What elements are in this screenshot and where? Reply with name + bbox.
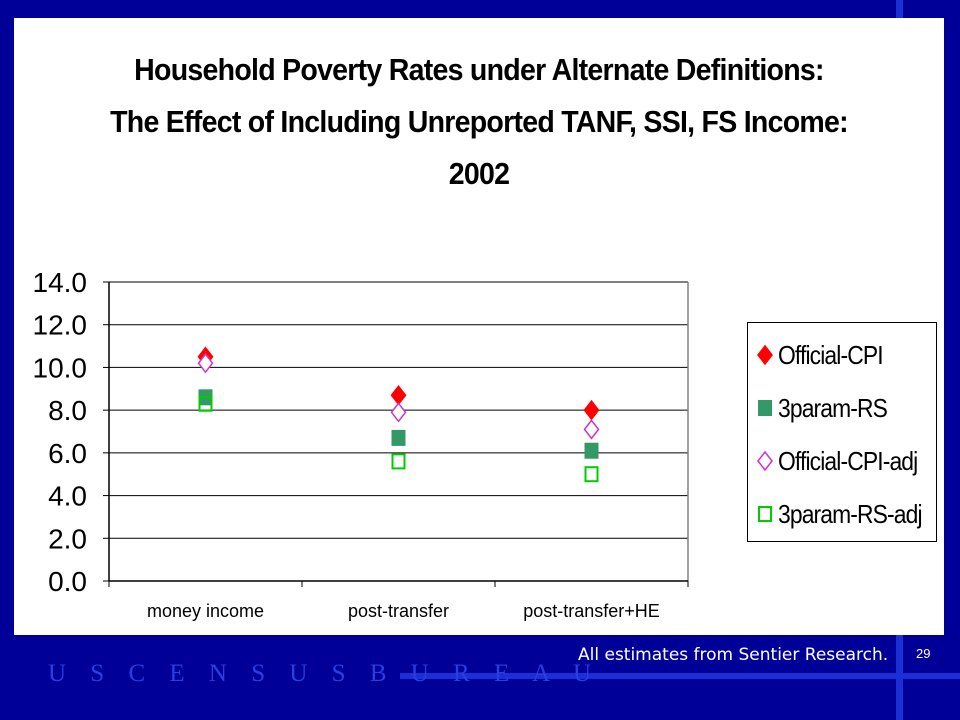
legend-marker-shape [757,344,773,366]
chart-title-line-3: 2002 [448,156,510,191]
legend-item: Official-CPI [754,335,897,375]
chart-legend: Official-CPI 3param-RS Official-CPI-adj 3pa… [747,322,937,542]
legend-marker [754,503,776,525]
legend-marker [754,344,776,366]
census-bureau-wordmark: U S C E N S U S B U R E A U [48,660,601,687]
legend-label: Official-CPI [778,339,884,370]
data-point-official-cpi [583,399,600,421]
x-tick-label: post-transfer [348,601,449,621]
legend-marker [754,450,776,472]
y-tick-label: 12.0 [33,310,88,341]
y-tick-label: 14.0 [33,267,88,298]
legend-marker [754,397,776,419]
page-number: 29 [916,646,931,661]
chart-plot: 0.0 2.0 4.0 6.0 8.0 10.0 12.0 14.0 money income p… [33,267,689,621]
data-point-official-cpi-adj [583,419,600,440]
legend-label: 3param-RS [778,392,888,423]
x-tick-label: money income [147,601,264,621]
y-tick-label: 4.0 [48,481,87,512]
chart-title-line-2: The Effect of Including Unreported TANF,… [110,104,849,139]
y-tick-label: 8.0 [48,395,87,426]
data-point-3param-rs-adj [584,466,599,483]
legend-marker-shape [757,450,773,472]
data-point-3param-rs [584,442,599,459]
data-point-3param-rs [391,429,406,446]
x-tick-label: post-transfer+HE [523,601,660,621]
legend-label: 3param-RS-adj [778,498,923,529]
y-tick-label: 6.0 [48,438,87,469]
legend-label: Official-CPI-adj [778,445,918,476]
data-point-official-cpi-adj [197,352,214,374]
legend-item: 3param-RS-adj [754,494,941,534]
legend-marker-shape [758,400,772,416]
decor-horizontal-line [400,673,960,679]
data-point-3param-rs-adj [198,395,213,412]
slide-panel: Household Poverty Rates under Alternate … [14,18,944,635]
y-tick-label: 0.0 [48,566,87,597]
y-tick-label: 10.0 [33,352,88,383]
legend-item: Official-CPI-adj [754,441,936,481]
data-point-official-cpi [390,384,407,406]
legend-item: 3param-RS [754,388,902,428]
data-point-official-cpi-adj [390,402,407,423]
chart-title-line-1: Household Poverty Rates under Alternate … [134,52,824,87]
legend-marker-shape [758,506,772,522]
footer-note: All estimates from Sentier Research. [578,645,889,665]
y-tick-label: 2.0 [48,523,87,554]
data-point-3param-rs-adj [391,453,406,470]
